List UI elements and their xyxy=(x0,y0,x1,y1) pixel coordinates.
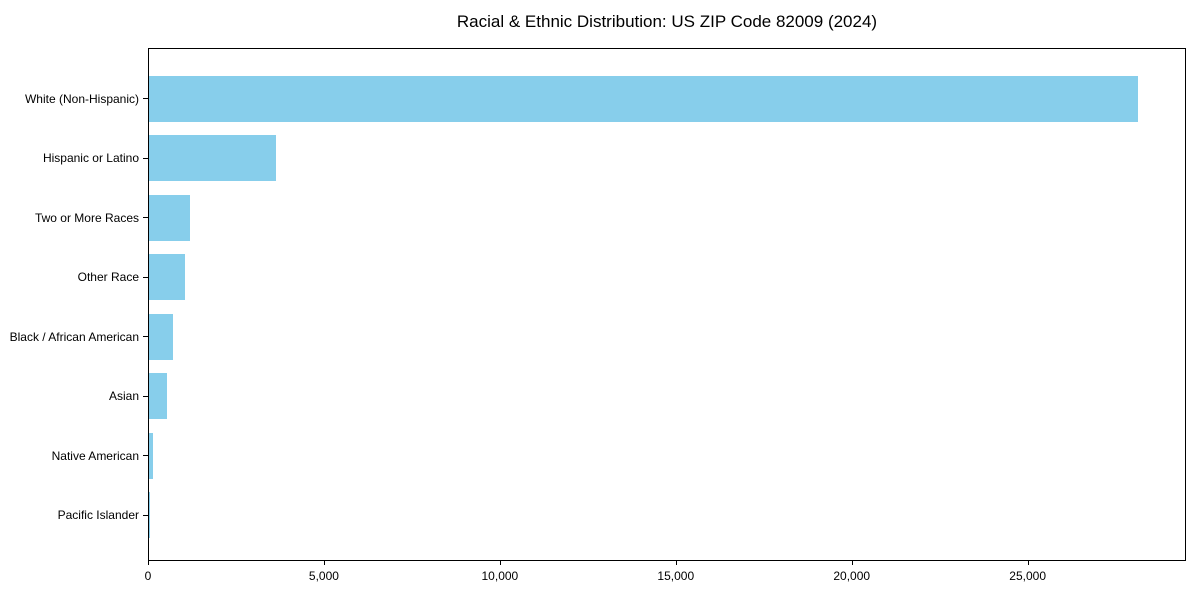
y-tick-label-white-non-hispanic: White (Non-Hispanic) xyxy=(24,91,139,106)
bar-white-non-hispanic xyxy=(149,75,1138,122)
x-tick-mark xyxy=(1027,560,1029,565)
y-tick-mark xyxy=(143,395,148,397)
y-tick-mark xyxy=(143,514,148,516)
x-tick-label-20000: 20,000 xyxy=(833,569,871,583)
x-tick-label-15000: 15,000 xyxy=(657,569,695,583)
y-tick-mark xyxy=(143,98,148,99)
x-tick-label-25000: 25,000 xyxy=(1009,569,1047,583)
x-tick-label-5000: 5,000 xyxy=(308,569,339,583)
y-tick-label-other-race: Other Race xyxy=(77,270,139,284)
y-tick-label-pacific-islander: Pacific Islander xyxy=(57,508,139,522)
x-tick-mark xyxy=(148,560,149,565)
x-tick-label-10000: 10,000 xyxy=(481,569,519,583)
bar-other-race xyxy=(149,254,185,300)
y-tick-mark xyxy=(143,157,148,159)
y-tick-mark xyxy=(143,276,148,278)
plot-area: White (Non-Hispanic) Hispanic or Latino Tw… xyxy=(10,48,1186,583)
x-tick-mark xyxy=(851,560,853,565)
x-tick-mark xyxy=(499,560,501,565)
y-tick-mark xyxy=(143,455,148,456)
y-tick-label-hispanic-or-latino: Hispanic or Latino xyxy=(42,151,139,165)
y-tick-label-asian: Asian xyxy=(108,389,139,403)
bar-asian xyxy=(149,373,167,419)
x-tick-mark xyxy=(675,560,677,565)
y-tick-label-black-african-american: Black / African American xyxy=(9,329,139,344)
bar-hispanic-or-latino xyxy=(149,135,277,181)
y-tick-mark xyxy=(143,336,148,337)
y-tick-label-two-or-more-races: Two or More Races xyxy=(34,210,139,225)
bar-two-or-more-races xyxy=(149,194,190,241)
x-tick-label-0: 0 xyxy=(144,569,152,583)
bar-native-american xyxy=(149,432,154,479)
chart-title: Racial & Ethnic Distribution: US ZIP Cod… xyxy=(456,12,878,31)
y-tick-label-native-american: Native American xyxy=(51,448,139,463)
y-tick-mark xyxy=(143,217,148,218)
bar-black-african-american xyxy=(149,313,173,360)
x-tick-mark xyxy=(323,560,325,565)
